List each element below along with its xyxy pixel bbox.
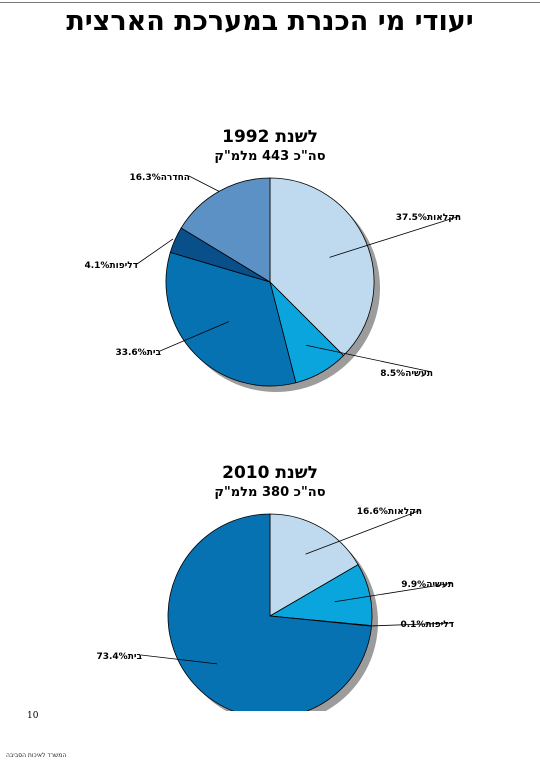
slice-label: 16.3%החדרה: [130, 173, 191, 183]
slice-value: 16.3%: [130, 173, 161, 183]
top-rule: [0, 2, 540, 3]
chart-subtitle: סה"כ 380 מלמ"ק: [214, 485, 325, 500]
slice-label: 8.5%תעשיה: [380, 369, 433, 379]
slice-label: 0.1%דליפות: [400, 620, 454, 630]
slice-value: 4.1%: [84, 261, 109, 271]
chart-title: לשנת 1992: [222, 127, 318, 147]
slice-category: בית: [147, 348, 162, 358]
pie-chart-1992: לשנת 1992 סה"כ 443 מלמ"ק 37.5%חקלאות 8.5%…: [84, 127, 461, 392]
page-number: 10: [27, 711, 39, 721]
slice-label: 33.6%בית: [115, 348, 161, 358]
slice-value: 0.1%: [400, 620, 425, 630]
slice-value: 9.9%: [401, 580, 426, 590]
leader-line: [371, 622, 454, 627]
slice-value: 37.5%: [396, 213, 427, 223]
slice-label: 16.6%חקלאות: [357, 507, 422, 517]
chart-subtitle: סה"כ 443 מלמ"ק: [214, 149, 325, 164]
pie-slice: [180, 177, 271, 283]
leader-line: [159, 321, 229, 352]
slice-category: החדרה: [161, 173, 190, 183]
leader-line: [136, 238, 174, 265]
leader-line: [305, 509, 422, 555]
slice-label: 9.9%תעשיה: [401, 580, 454, 590]
slice-label: 4.1%דליפות: [84, 261, 138, 271]
leader-line: [334, 582, 454, 603]
slice-value: 8.5%: [380, 369, 405, 379]
chart-title: לשנת 2010: [222, 463, 318, 483]
leader-line: [329, 215, 461, 258]
slice-category: דליפות: [425, 620, 454, 630]
slice-category: תעשיה: [405, 369, 433, 379]
footer-text: המשרד לאיכות הסביבה: [6, 752, 67, 759]
leader-line: [140, 654, 218, 665]
pie-chart-2010: לשנת 2010 סה"כ 380 מלמ"ק 16.6%חקלאות 9.9%…: [96, 463, 454, 711]
slice-value: 33.6%: [115, 348, 146, 358]
pie-slice: [167, 513, 372, 711]
slice-category: חקלאות: [427, 213, 461, 223]
slice-category: תעשיה: [426, 580, 454, 590]
slice-value: 16.6%: [357, 507, 388, 517]
pie-slice: [165, 251, 297, 387]
slice-category: חקלאות: [388, 507, 422, 517]
slice-label: 37.5%חקלאות: [396, 213, 461, 223]
slice-value: 73.4%: [96, 652, 127, 662]
pie-slice: [269, 177, 375, 357]
slice-category: דליפות: [109, 261, 138, 271]
page-title: יעודי מי הכנרת במערכת הארצית: [66, 6, 474, 37]
leader-line: [188, 175, 220, 192]
pie-slice: [269, 513, 359, 617]
leader-line: [305, 344, 433, 373]
slice-category: בית: [128, 652, 143, 662]
slice-label: 73.4%בית: [96, 652, 142, 662]
